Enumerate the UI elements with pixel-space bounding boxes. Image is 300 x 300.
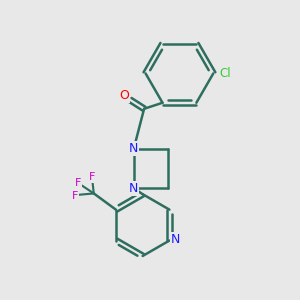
Text: N: N (129, 182, 139, 195)
Text: N: N (171, 232, 180, 246)
Text: F: F (89, 172, 95, 182)
Text: F: F (74, 178, 81, 188)
Text: Cl: Cl (219, 67, 231, 80)
Text: N: N (129, 142, 139, 155)
Text: F: F (71, 191, 78, 201)
Text: O: O (119, 89, 129, 102)
